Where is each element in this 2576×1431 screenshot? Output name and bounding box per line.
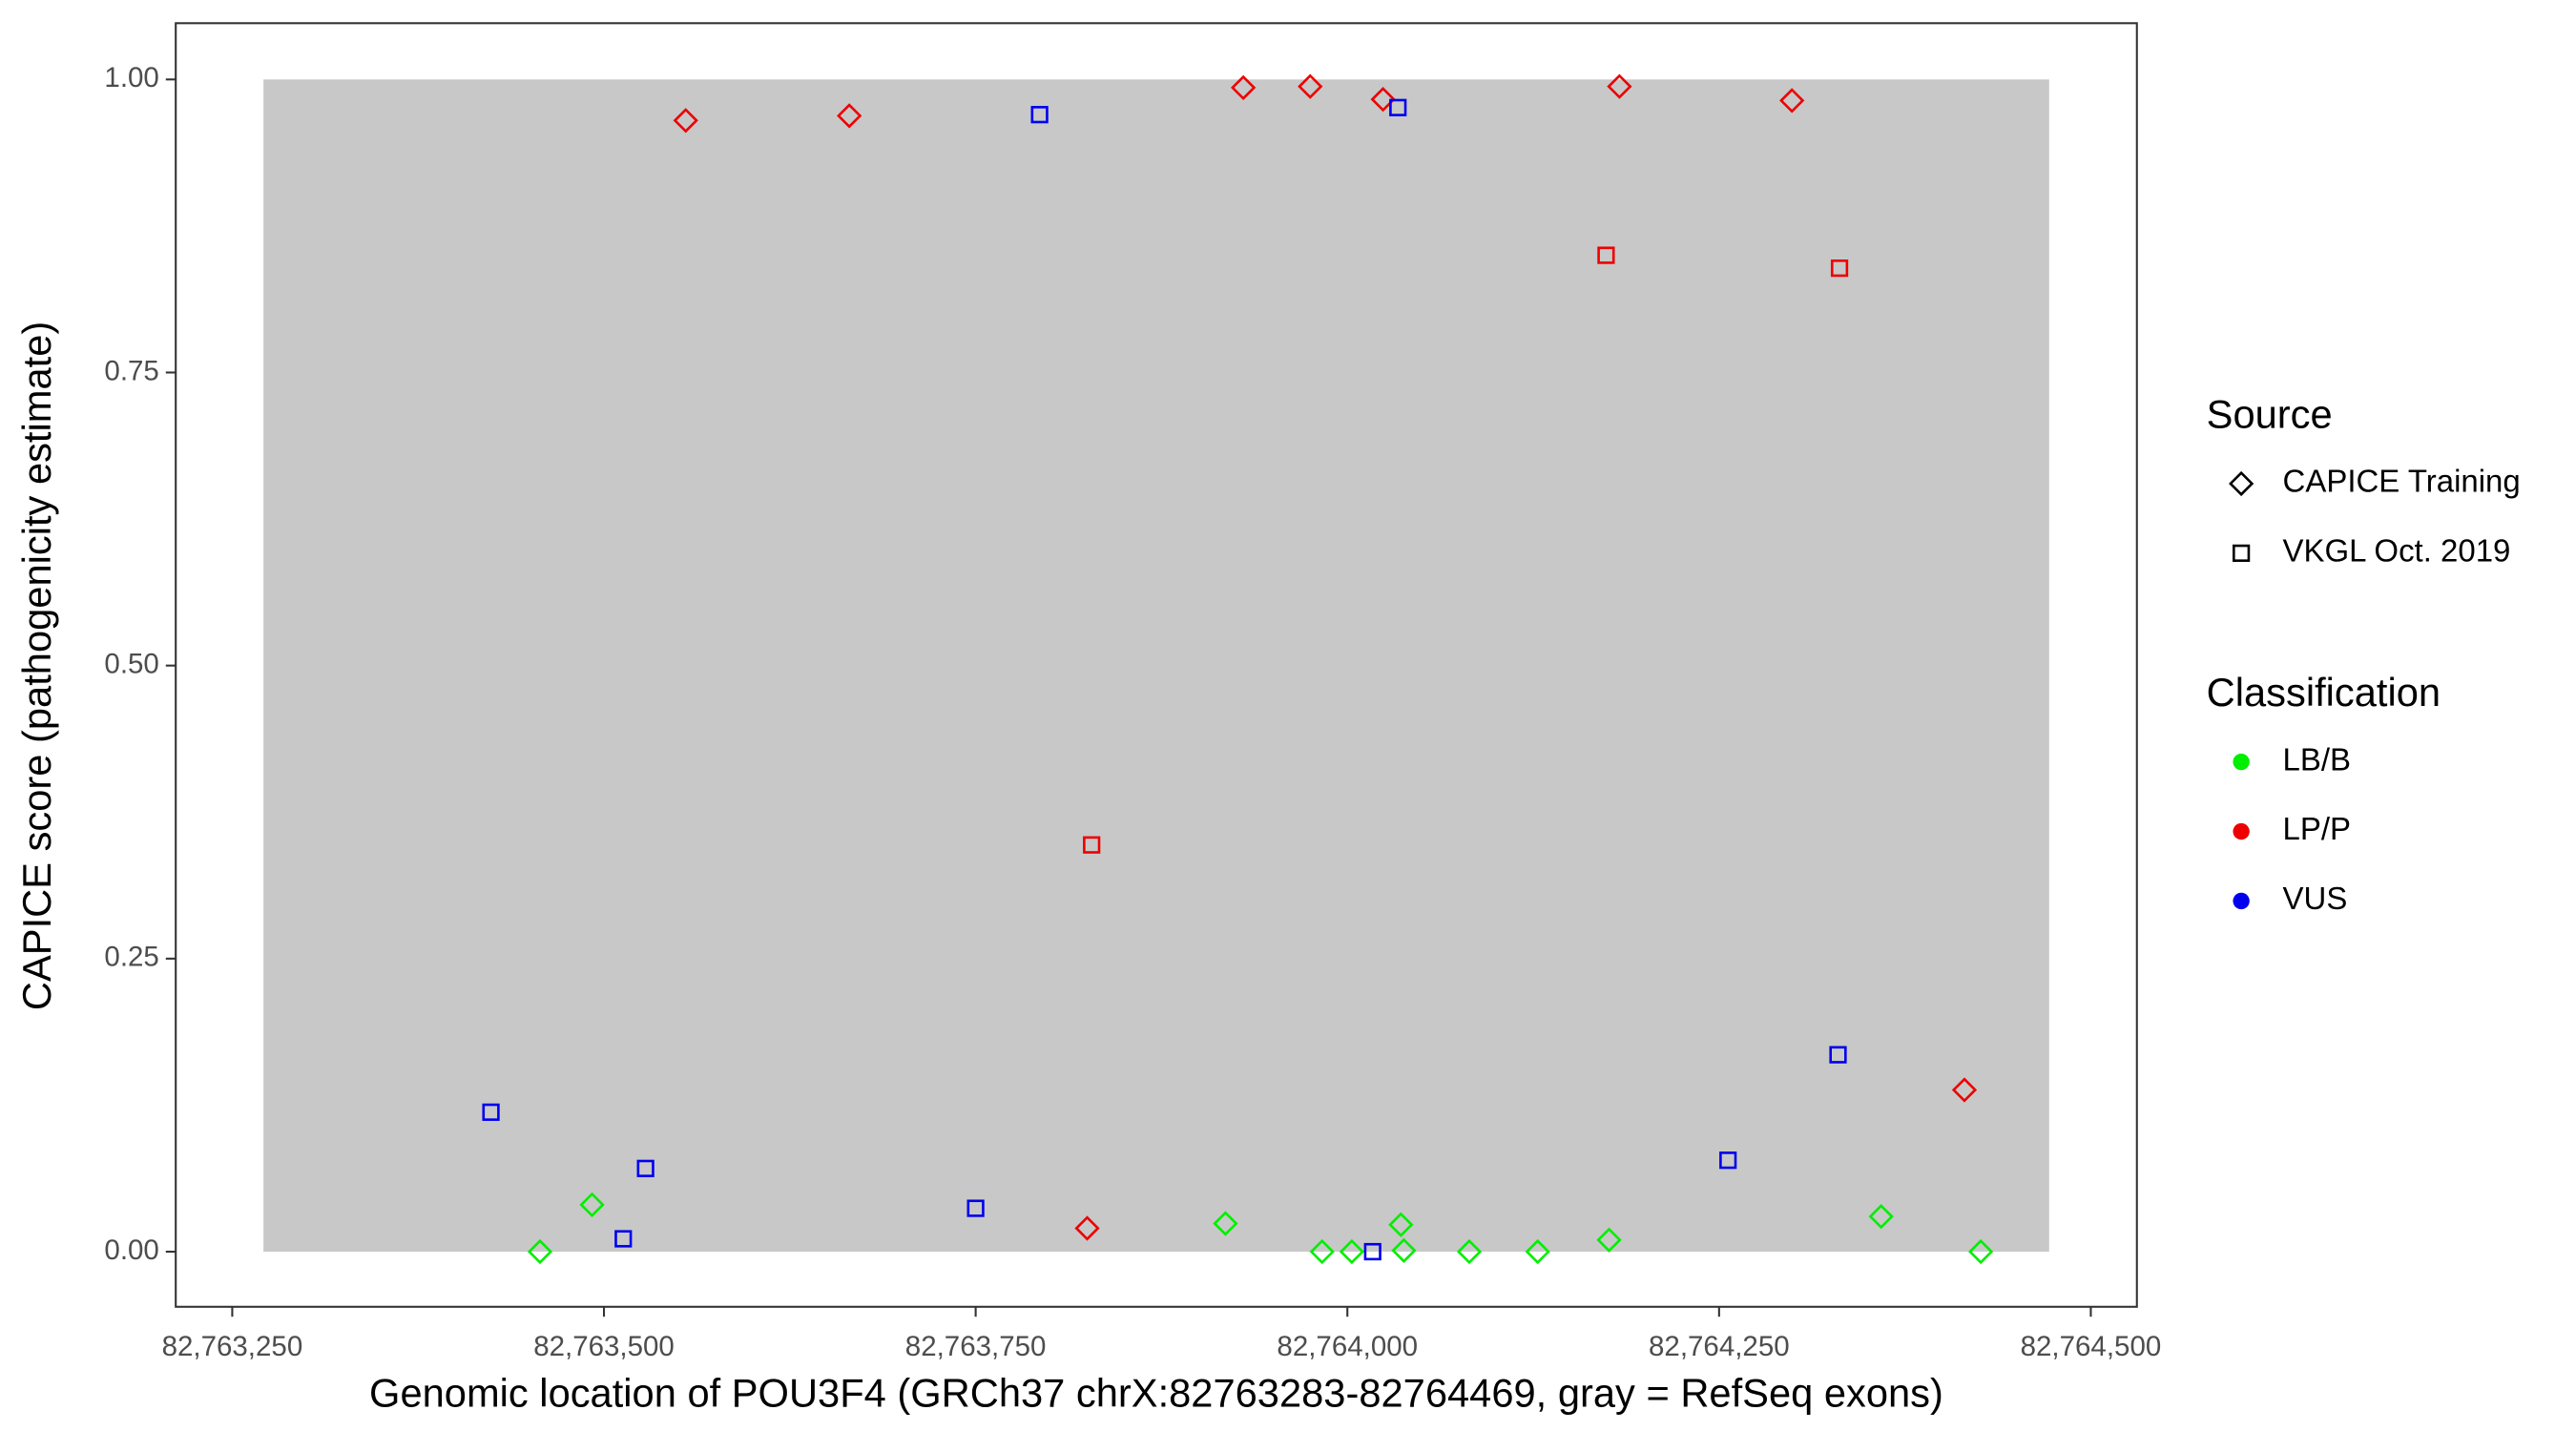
point [1339, 1238, 1365, 1265]
point [1083, 836, 1101, 854]
legend-label: CAPICE Training [2283, 464, 2521, 499]
point [1298, 73, 1323, 99]
x-tick-label: 82,764,500 [2021, 1331, 2162, 1362]
point [1868, 1204, 1894, 1230]
point [966, 1199, 985, 1217]
point [1456, 1238, 1483, 1265]
point [1607, 73, 1632, 99]
point [1074, 1215, 1100, 1241]
legend-key [2233, 753, 2250, 771]
point [1779, 88, 1805, 114]
point [1967, 1238, 1994, 1265]
point [673, 108, 698, 134]
point [527, 1238, 553, 1265]
point [1309, 1238, 1335, 1265]
y-tick-label: 0.00 [104, 1234, 158, 1266]
y-tick-label: 0.75 [104, 355, 158, 386]
y-tick-label: 1.00 [104, 62, 158, 93]
legend-label: VUS [2283, 881, 2348, 916]
point [1596, 1227, 1622, 1253]
point [1363, 1242, 1381, 1261]
point [1830, 259, 1849, 278]
point [1525, 1238, 1550, 1265]
legend-key [2229, 470, 2254, 497]
x-tick-label: 82,763,750 [905, 1331, 1047, 1362]
legend-label: LB/B [2283, 741, 2351, 777]
point [1597, 246, 1615, 264]
point [1829, 1046, 1847, 1064]
point [1213, 1211, 1238, 1236]
point [1388, 1212, 1414, 1237]
legend-key [2233, 892, 2250, 910]
legend-title: Classification [2207, 670, 2441, 715]
x-tick-label: 82,764,000 [1277, 1331, 1418, 1362]
x-axis-title: Genomic location of POU3F4 (GRCh37 chrX:… [369, 1371, 1943, 1416]
point [1231, 74, 1257, 101]
point [614, 1230, 633, 1248]
point [1389, 98, 1407, 116]
legend-title: Source [2207, 391, 2333, 436]
point [1030, 106, 1049, 124]
exon-region [263, 79, 2049, 1253]
x-tick-label: 82,764,250 [1649, 1331, 1790, 1362]
point [636, 1159, 654, 1177]
point [1951, 1077, 1978, 1103]
point [1391, 1237, 1417, 1263]
legend-label: LP/P [2283, 811, 2351, 846]
point [837, 103, 862, 129]
point [482, 1103, 500, 1121]
y-axis-title: CAPICE score (pathogenicity estimate) [14, 321, 59, 1010]
y-tick-label: 0.50 [104, 648, 158, 679]
point [1719, 1151, 1737, 1170]
x-tick-label: 82,763,250 [162, 1331, 303, 1362]
point [1370, 87, 1396, 113]
legend-label: VKGL Oct. 2019 [2283, 533, 2511, 569]
legend-key [2233, 544, 2251, 562]
y-tick-label: 0.25 [104, 942, 158, 973]
x-tick-label: 82,763,500 [533, 1331, 675, 1362]
legend-key [2233, 822, 2250, 840]
point [579, 1192, 605, 1218]
